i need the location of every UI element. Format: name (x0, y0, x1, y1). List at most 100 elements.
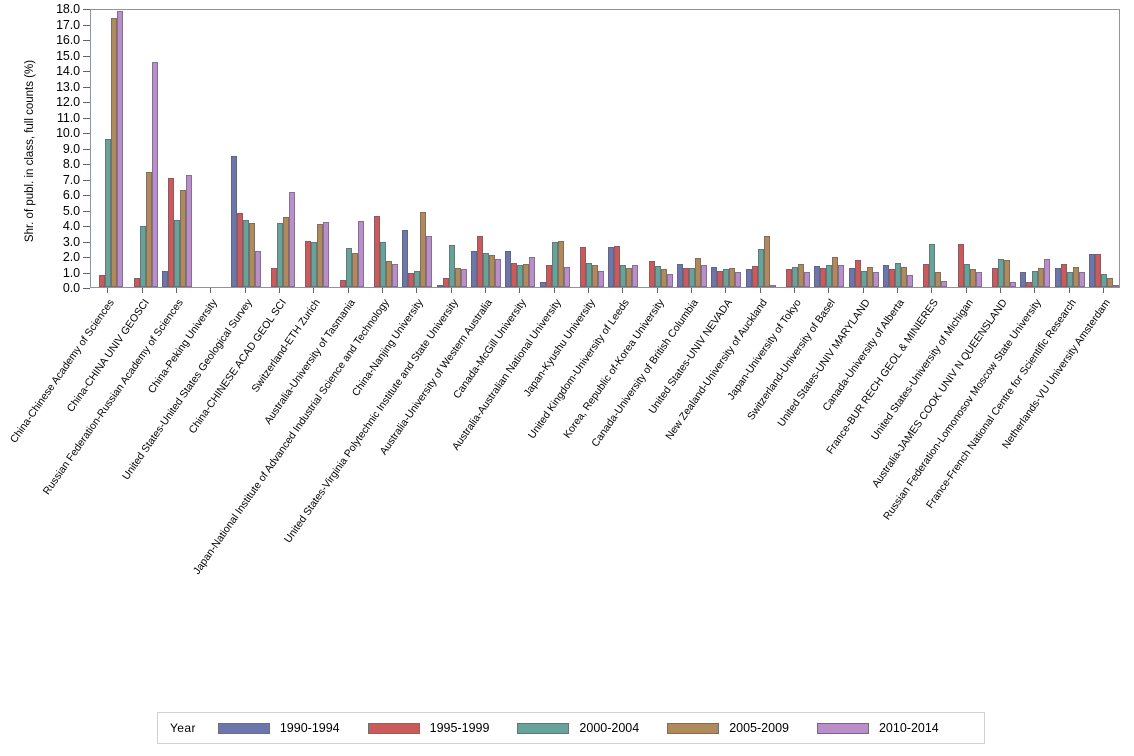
bar (614, 245, 621, 287)
bar-group (436, 10, 467, 287)
bar (379, 242, 386, 287)
bar-group (402, 10, 433, 287)
bar-group (299, 10, 330, 287)
bar (373, 216, 380, 287)
x-tick-mark (553, 288, 555, 293)
bar (814, 266, 821, 287)
bar (929, 244, 936, 287)
bar (729, 268, 736, 287)
bar (888, 269, 895, 287)
bar (676, 263, 683, 287)
legend-entry[interactable]: 2010-2014 (816, 721, 939, 735)
x-tick-mark (381, 288, 383, 293)
legend-entry[interactable]: 2005-2009 (667, 721, 789, 735)
bar (900, 266, 907, 287)
y-tick-label: 5.0 (62, 203, 80, 218)
bar (1106, 278, 1113, 287)
bar-group (161, 10, 192, 287)
bar (763, 235, 770, 287)
bar (563, 266, 570, 287)
x-tick-mark (210, 288, 212, 293)
bar (757, 249, 764, 287)
legend-entries: 1990-1994 1995-1999 2000-2004 2005-2009 2010… (217, 721, 967, 735)
y-tick-mark (83, 24, 90, 26)
bar (1020, 271, 1027, 287)
bar (517, 265, 524, 287)
y-tick-label: 17.0 (56, 17, 80, 32)
x-tick-mark (1102, 288, 1104, 293)
bar (935, 272, 942, 287)
legend-title: Year (170, 721, 196, 735)
bar (145, 172, 152, 287)
legend-entry[interactable]: 1995-1999 (367, 721, 489, 735)
bar (448, 245, 455, 287)
legend-label: 2005-2009 (729, 721, 789, 735)
bar (539, 281, 546, 287)
bar (969, 269, 976, 287)
bar (173, 219, 180, 287)
legend-entry[interactable]: 2000-2004 (517, 721, 639, 735)
legend-swatch (217, 722, 270, 734)
bar (476, 235, 483, 287)
bar-group (230, 10, 261, 287)
y-tick-label: 7.0 (62, 172, 80, 187)
bar (1094, 253, 1101, 287)
bar (797, 263, 804, 287)
bar (545, 265, 552, 287)
y-tick-mark (83, 117, 90, 119)
bar (963, 263, 970, 287)
bar-group (676, 10, 707, 287)
bar-group (574, 10, 604, 287)
x-tick-mark (965, 288, 967, 293)
bar (357, 221, 364, 287)
bar-group (265, 10, 295, 287)
bar (179, 190, 186, 287)
y-tick-label: 16.0 (56, 33, 80, 47)
bar-group (368, 10, 398, 287)
bar (1026, 281, 1033, 287)
bar (270, 267, 277, 287)
bar (248, 223, 255, 287)
bar (185, 175, 192, 287)
legend-entry[interactable]: 1990-1994 (217, 721, 340, 735)
bar (620, 265, 627, 287)
bar-group (93, 10, 124, 287)
x-tick-mark (416, 288, 418, 293)
bar (339, 280, 346, 287)
bar-group (952, 10, 982, 287)
bar (700, 265, 707, 287)
bar (105, 138, 112, 287)
plot-area (91, 10, 1119, 287)
y-tick-label: 11.0 (56, 110, 80, 125)
bar (426, 235, 433, 287)
bar (866, 266, 873, 287)
y-tick-mark (83, 226, 90, 227)
bar (1112, 285, 1119, 287)
y-tick-label: 1.0 (62, 265, 80, 280)
bar (826, 264, 833, 287)
x-tick-mark (587, 288, 589, 293)
bar (648, 261, 655, 287)
bar (288, 191, 295, 287)
bar-group (470, 10, 501, 287)
bar (557, 241, 564, 287)
bar (323, 221, 330, 287)
x-tick-mark (107, 288, 109, 293)
bar (872, 271, 879, 287)
bar-group (848, 10, 879, 287)
bar (666, 273, 673, 287)
x-tick-mark (450, 288, 452, 293)
bar-group (608, 10, 639, 287)
bar (751, 266, 758, 287)
bar (791, 266, 798, 287)
y-tick-mark (83, 102, 90, 103)
y-tick-label: 12.0 (56, 95, 80, 109)
bar (694, 257, 701, 287)
bar (975, 271, 982, 287)
bar (894, 262, 901, 287)
bar-group (1020, 10, 1051, 287)
bar-group (780, 10, 810, 287)
x-tick-mark (725, 288, 727, 293)
x-tick-mark (622, 288, 624, 293)
